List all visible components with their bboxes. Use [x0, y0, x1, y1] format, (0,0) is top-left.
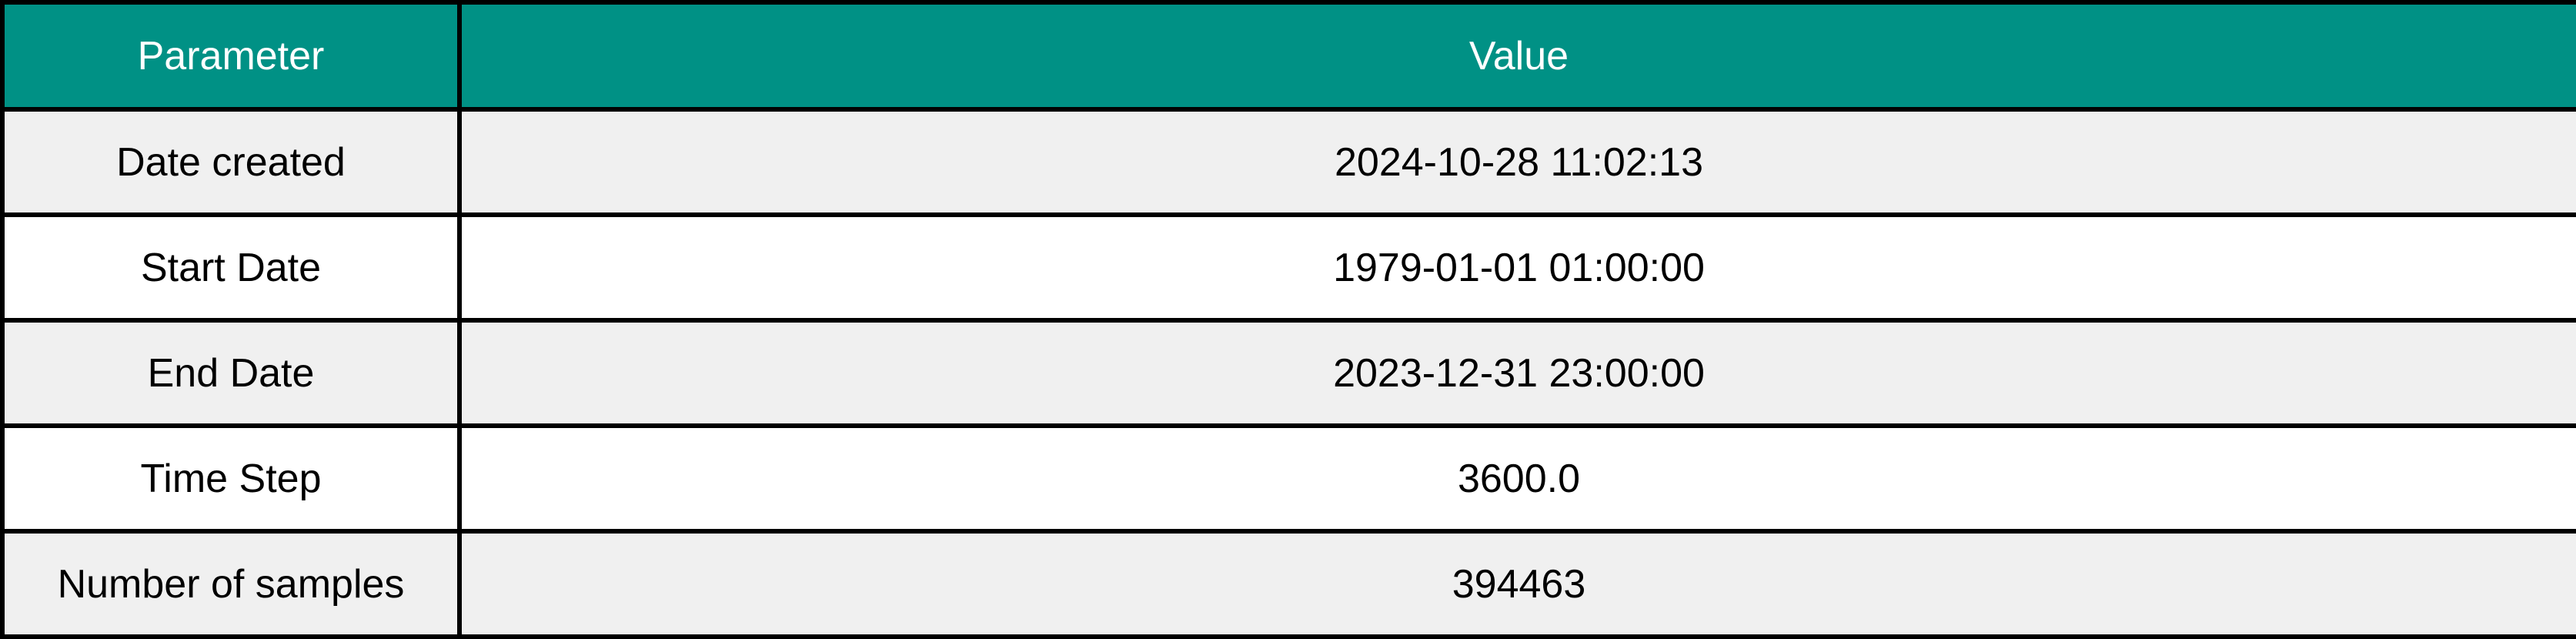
row-value: 3600.0 [457, 423, 2576, 534]
header-value: Value [457, 0, 2576, 112]
row-parameter: Start Date [0, 212, 462, 323]
row-parameter: Number of samples [0, 529, 462, 639]
row-value: 1979-01-01 01:00:00 [457, 212, 2576, 323]
row-parameter: Date created [0, 107, 462, 217]
row-parameter: End Date [0, 318, 462, 428]
row-value: 2023-12-31 23:00:00 [457, 318, 2576, 428]
table-row: Number of samples 394463 [0, 529, 2576, 639]
row-value: 394463 [457, 529, 2576, 639]
table-row: Start Date 1979-01-01 01:00:00 [0, 212, 2576, 323]
table-header-row: Parameter Value [0, 0, 2576, 112]
table-row: Time Step 3600.0 [0, 423, 2576, 534]
table-row: End Date 2023-12-31 23:00:00 [0, 318, 2576, 428]
row-parameter: Time Step [0, 423, 462, 534]
header-parameter: Parameter [0, 0, 462, 112]
table-row: Date created 2024-10-28 11:02:13 [0, 107, 2576, 217]
row-value: 2024-10-28 11:02:13 [457, 107, 2576, 217]
